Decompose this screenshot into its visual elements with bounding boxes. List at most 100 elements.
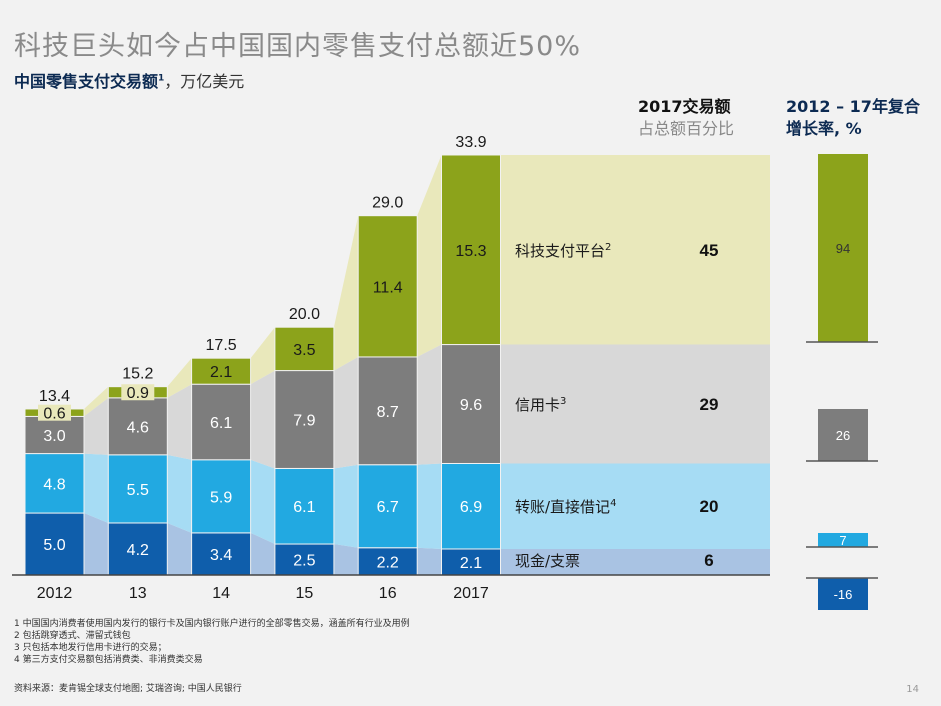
- footnote-1: 1 中国国内消费者使用国内发行的银行卡及国内银行账户进行的全部零售交易，涵盖所有…: [14, 619, 410, 629]
- bar-value-label: 0.9: [127, 385, 149, 402]
- bar-segment: [441, 462, 501, 550]
- subtitle-unit: ，万亿美元: [164, 72, 245, 91]
- share-header-line1: 2017交易额: [638, 97, 731, 116]
- bar-value-label: 4.8: [43, 476, 65, 493]
- band-0-3: [333, 544, 359, 575]
- cagr-header-line2: 增长率, %: [786, 119, 862, 138]
- bar-segment: [441, 344, 501, 464]
- bar-value-label: 3.0: [43, 428, 65, 445]
- x-tick-label: 15: [296, 585, 314, 602]
- bar-value-label: 2.1: [460, 555, 482, 572]
- bar-segment: [191, 532, 252, 576]
- share-2017-value: 45: [700, 241, 719, 260]
- cagr-value-label: -16: [834, 587, 853, 602]
- band-3-2: [250, 327, 275, 385]
- bar-value-label: 4.6: [127, 419, 149, 436]
- bar-value-label: 6.1: [210, 415, 232, 432]
- band-2-4: [417, 344, 442, 465]
- cagr-bar: [818, 578, 868, 610]
- footnote-4: 4 第三方支付交易额包括消费类、非消费类交易: [14, 655, 203, 665]
- bar-segment: [274, 326, 335, 372]
- bar-segment: [357, 547, 418, 576]
- cagr-value-label: 26: [836, 428, 850, 443]
- cagr-header-line1: 2012 – 17年复合: [786, 97, 920, 116]
- cagr-bar: [818, 154, 868, 342]
- band-2-5: [500, 344, 770, 464]
- bar-segment: [274, 467, 335, 545]
- page-title: 科技巨头如今占中国国内零售支付总额近50%: [14, 31, 582, 62]
- cagr-value-label: 7: [839, 533, 846, 548]
- bar-segment: [107, 397, 168, 456]
- bar-segment: [191, 459, 252, 534]
- band-2-1: [167, 384, 192, 460]
- bar-value-label: 15.3: [455, 243, 486, 260]
- bar-total-label: 17.5: [206, 337, 237, 354]
- band-3-3: [333, 215, 359, 371]
- share-2017-value: 29: [700, 395, 719, 414]
- bar-segment: [191, 383, 252, 461]
- legend-label-1: 转账/直接借记4: [515, 498, 616, 516]
- band-3-5: [500, 154, 770, 345]
- bar-segment: [107, 522, 168, 576]
- bar-value-label: 6.9: [460, 499, 482, 516]
- band-3-0: [84, 386, 109, 417]
- bar-segment: [274, 370, 335, 469]
- cagr-header: 2012 – 17年复合 增长率, %: [786, 96, 920, 140]
- band-1-3: [333, 464, 359, 548]
- cagr-value-label: 94: [836, 241, 850, 256]
- band-0-1: [167, 522, 192, 575]
- page-number: 14: [906, 684, 919, 695]
- footnote-2: 2 包括跳穿透式、滞留式钱包: [14, 631, 131, 641]
- bar-value-label: 11.4: [373, 279, 403, 296]
- band-1-5: [500, 463, 770, 549]
- share-2017-value: 20: [700, 497, 719, 516]
- legend-label-0: 现金/支票: [515, 552, 580, 570]
- subtitle-label: 中国零售支付交易额: [14, 72, 159, 91]
- bar-value-label: 8.7: [377, 404, 399, 421]
- share-header: 2017交易额 占总额百分比: [638, 96, 734, 140]
- x-tick-label: 2017: [453, 585, 489, 602]
- source-note: 资料来源：麦肯锡全球支付地图; 艾瑞咨询; 中国人民银行: [14, 684, 242, 694]
- band-0-0: [84, 513, 109, 575]
- bar-value-label: 3.4: [210, 547, 232, 564]
- cagr-bar: [818, 533, 868, 547]
- bar-total-label: 33.9: [455, 134, 486, 151]
- band-0-5: [500, 548, 770, 575]
- bar-value-label: 3.5: [293, 342, 315, 359]
- small-label-bg: [121, 384, 155, 401]
- bar-value-label: 4.2: [127, 542, 149, 559]
- bar-segment: [357, 215, 418, 358]
- bar-value-label: 9.6: [460, 397, 482, 414]
- subtitle-footnote-mark: 1: [158, 73, 165, 84]
- small-label-bg: [38, 404, 71, 421]
- bar-value-label: 7.9: [293, 413, 315, 430]
- bar-total-label: 29.0: [372, 195, 403, 212]
- bar-segment: [24, 415, 85, 455]
- bar-total-label: 13.4: [39, 388, 70, 405]
- bar-value-label: 2.1: [210, 364, 232, 381]
- bar-value-label: 5.5: [127, 482, 149, 499]
- bar-segment: [24, 453, 85, 514]
- chart-subtitle: 中国零售支付交易额1，万亿美元: [14, 68, 244, 92]
- band-2-0: [84, 397, 109, 455]
- legend-label-3: 科技支付平台2: [515, 242, 611, 260]
- band-3-4: [417, 154, 442, 357]
- bar-value-label: 5.0: [43, 537, 65, 554]
- band-1-0: [84, 453, 109, 523]
- footnotes: 1 中国国内消费者使用国内发行的银行卡及国内银行账户进行的全部零售交易，涵盖所有…: [14, 618, 410, 666]
- x-tick-label: 13: [129, 585, 147, 602]
- band-0-4: [417, 547, 442, 575]
- bar-value-label: 5.9: [210, 489, 232, 506]
- band-2-2: [250, 370, 275, 469]
- bar-value-label: 0.6: [43, 406, 65, 423]
- footnote-3: 3 只包括本地发行信用卡进行的交易；: [14, 643, 167, 653]
- bar-segment: [441, 548, 501, 576]
- bar-segment: [357, 464, 418, 549]
- bar-value-label: 6.1: [293, 499, 315, 516]
- x-tick-label: 16: [379, 585, 397, 602]
- band-0-2: [250, 532, 275, 575]
- band-1-4: [417, 463, 442, 549]
- bar-segment: [441, 154, 501, 346]
- bar-value-label: 6.7: [377, 499, 399, 516]
